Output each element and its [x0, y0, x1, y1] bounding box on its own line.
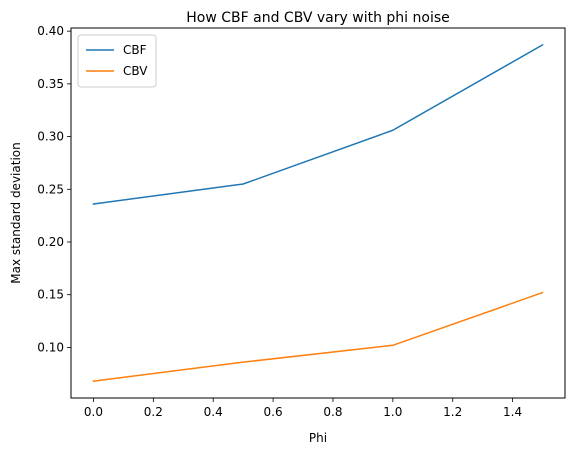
x-tick-label: 0.6 — [264, 405, 283, 419]
x-tick-label: 1.4 — [503, 405, 522, 419]
legend-label-cbf: CBF — [123, 43, 147, 57]
chart-title: How CBF and CBV vary with phi noise — [186, 10, 449, 26]
y-axis-label: Max standard deviation — [9, 142, 23, 283]
x-tick-label: 0.8 — [323, 405, 342, 419]
y-tick-label: 0.10 — [37, 340, 64, 354]
x-tick-label: 1.2 — [443, 405, 462, 419]
x-tick-label: 0.2 — [144, 405, 163, 419]
y-tick-label: 0.35 — [37, 77, 64, 91]
series-line-cbv — [92, 291, 544, 382]
y-tick-label: 0.15 — [37, 288, 64, 302]
legend-box — [77, 34, 157, 88]
legend-label-cbv: CBV — [123, 64, 148, 78]
y-tick-label: 0.30 — [37, 130, 64, 144]
series-line-cbf — [92, 43, 544, 205]
x-tick-label: 0.4 — [204, 405, 223, 419]
plot-frame — [70, 27, 566, 399]
x-axis-label: Phi — [309, 431, 327, 445]
y-tick-label: 0.25 — [37, 182, 64, 196]
x-tick-label: 0.0 — [84, 405, 103, 419]
legend: CBF CBV — [77, 34, 157, 88]
x-tick-label: 1.0 — [383, 405, 402, 419]
y-tick-label: 0.40 — [37, 24, 64, 38]
y-tick-label: 0.20 — [37, 235, 64, 249]
